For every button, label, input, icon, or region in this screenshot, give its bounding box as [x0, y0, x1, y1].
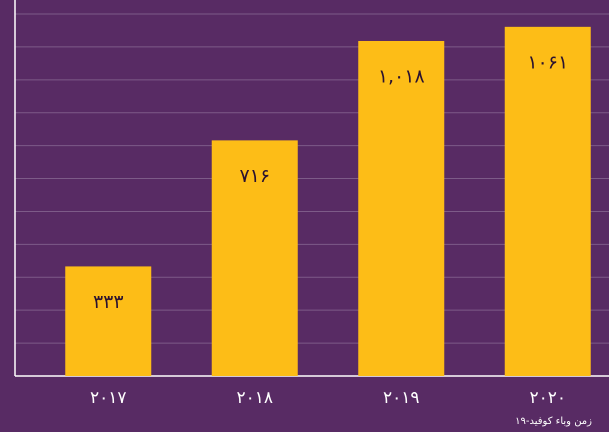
value-label: ۱,۰۱۸	[378, 65, 425, 87]
value-label: ۷۱۶	[239, 165, 270, 187]
x-tick-label: ۲۰۱۷	[90, 388, 127, 408]
bar	[504, 26, 591, 377]
bar	[65, 266, 152, 376]
x-tick-label: ۲۰۱۹	[383, 388, 420, 408]
x-tick-label: ۲۰۱۸	[236, 388, 273, 408]
annotation: زمن وباء كوفيد-١٩	[515, 416, 592, 427]
bar	[211, 140, 298, 376]
x-tick-label: ۲۰۲۰	[529, 388, 566, 408]
value-label: ۱۰۶۱	[527, 51, 568, 73]
value-label: ۳۳۳	[93, 291, 124, 313]
bar	[358, 40, 445, 377]
